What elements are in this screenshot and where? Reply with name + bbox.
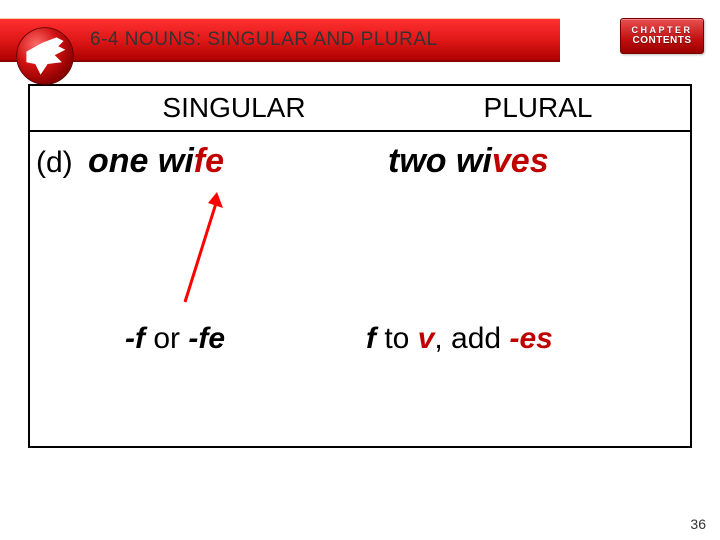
chapter-contents-line1: CHAPTER <box>631 26 692 36</box>
rule-letter-v: v <box>418 322 435 355</box>
rule-right: f to v, add -es <box>366 322 553 356</box>
grammar-table: SINGULAR PLURAL (d) one wife -f or -fe t… <box>28 84 692 448</box>
table-header-row: SINGULAR PLURAL <box>30 86 690 132</box>
singular-highlight: fe <box>194 142 224 180</box>
header-plural: PLURAL <box>386 86 690 130</box>
rule-word-to: to <box>376 322 418 355</box>
rule-word-add: , add <box>434 322 509 355</box>
table-body: (d) one wife -f or -fe two wives f to v,… <box>30 132 690 446</box>
example-row-singular: (d) one wife <box>30 132 360 181</box>
lesson-title: 6-4 NOUNS: SINGULAR AND PLURAL <box>90 29 438 51</box>
rule-ending-fe: -fe <box>188 322 225 355</box>
header-singular: SINGULAR <box>82 86 386 130</box>
rule-letter-f: f <box>366 322 376 355</box>
arrow-icon <box>175 192 235 312</box>
title-banner: 6-4 NOUNS: SINGULAR AND PLURAL <box>0 18 560 62</box>
table-body-left: (d) one wife -f or -fe <box>30 132 360 446</box>
bird-logo-icon <box>14 25 76 87</box>
rule-suffix-es: -es <box>509 322 552 355</box>
rule-or: or <box>145 322 188 355</box>
singular-prefix: one wi <box>88 142 194 180</box>
plural-example: two wives <box>388 142 549 181</box>
table-body-right: two wives f to v, add -es <box>360 132 690 446</box>
plural-prefix: two wi <box>388 142 492 180</box>
header-label-spacer <box>30 86 82 130</box>
singular-example: one wife <box>88 142 224 181</box>
item-label: (d) <box>30 146 88 180</box>
plural-highlight: ves <box>492 142 549 180</box>
chapter-contents-button[interactable]: CHAPTER CONTENTS <box>620 18 704 54</box>
page-number: 36 <box>690 516 706 532</box>
chapter-contents-line2: CONTENTS <box>633 35 692 46</box>
rule-ending-f: -f <box>125 322 145 355</box>
rule-left: -f or -fe <box>125 322 225 356</box>
